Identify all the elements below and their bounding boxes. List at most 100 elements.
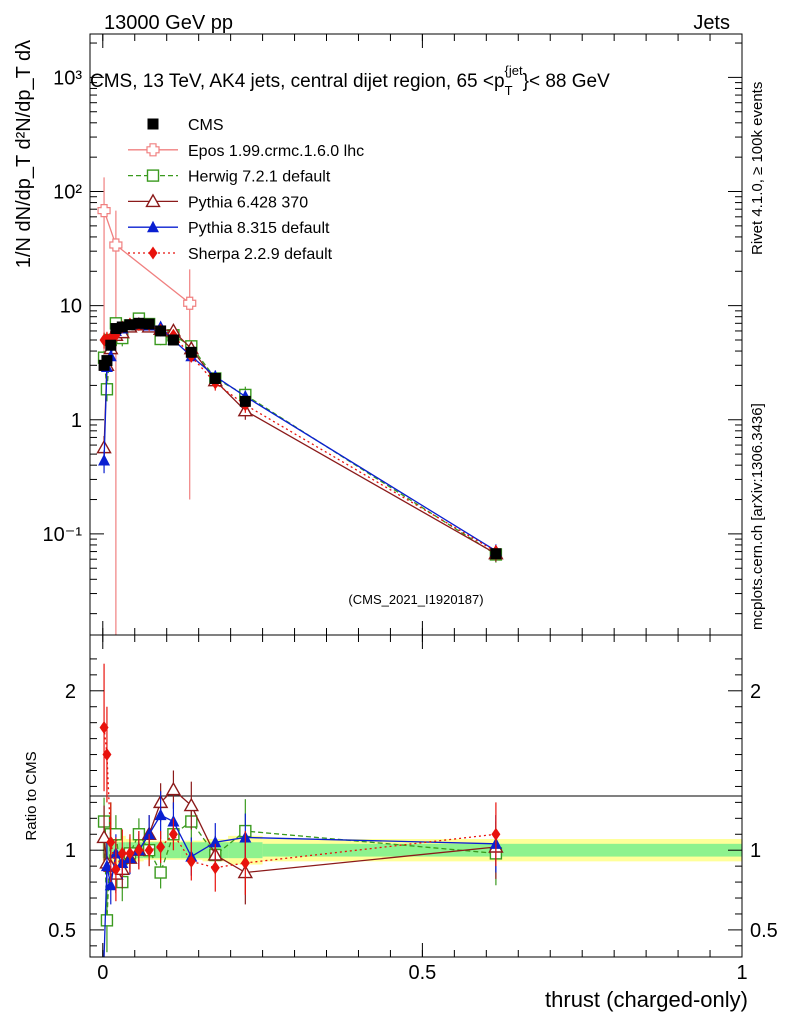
legend-label: Pythia 8.315 default [188, 220, 330, 237]
data-point [183, 296, 197, 310]
series-filled-diamond [99, 317, 501, 560]
ratio-series-open-triangle [96, 770, 504, 905]
ratio-point [165, 781, 182, 796]
category-label: Jets [693, 12, 730, 34]
y-tick-label: 10⁻¹ [43, 524, 83, 546]
series-open-square [97, 312, 503, 563]
cms-point [105, 339, 117, 351]
rivet-label: Rivet 4.1.0, ≥ 100k events [749, 82, 766, 255]
x-tick-label: 1 [736, 962, 747, 984]
series-open-triangle [96, 316, 504, 562]
cms-point [110, 323, 122, 335]
legend-entry: Sherpa 2.2.9 default [128, 246, 333, 263]
legend-label: Epos 1.99.crmc.1.6.0 lhc [188, 143, 364, 160]
y-tick-label: 10 [60, 296, 82, 318]
main-reference [98, 317, 502, 560]
legend-entry: CMS [147, 117, 224, 134]
legend-label: Herwig 7.2.1 default [188, 169, 331, 186]
ratio-point [106, 835, 116, 849]
cms-point [143, 318, 155, 330]
x-tick-label: 0 [97, 962, 108, 984]
legend-label: Pythia 6.428 370 [188, 194, 308, 211]
series-cross [97, 177, 197, 635]
legend-entry: Pythia 6.428 370 [128, 193, 308, 211]
main-panel: 10⁻¹ 1 10 10² 10³ [43, 33, 743, 636]
legend-marker [147, 118, 159, 130]
ratio-point [186, 854, 196, 868]
ratio-point [154, 808, 167, 821]
ratio-point [209, 835, 222, 848]
chart-title: CMS, 13 TeV, AK4 jets, central dijet reg… [90, 63, 610, 98]
title-sub: T [505, 83, 513, 98]
ratio-panel: 0 0.5 10.5 0.51 12 2 [48, 634, 778, 984]
y-tick-label: 1 [71, 410, 82, 432]
legend-marker [146, 169, 160, 182]
cms-point [116, 321, 128, 333]
ratio-line [103, 727, 496, 872]
cms-point [167, 334, 179, 346]
ratio-point [102, 748, 112, 762]
x-axis-label: thrust (charged-only) [545, 987, 748, 1012]
main-ticks: 10⁻¹ 1 10 10² 10³ [43, 34, 743, 635]
ratio-y-tick-label-right: 2 [750, 681, 761, 703]
ratio-band-inner [262, 843, 742, 857]
ratio-point [144, 843, 154, 857]
legend-marker [147, 220, 159, 233]
ratio-point [99, 720, 109, 734]
cms-point [101, 355, 113, 367]
title-end: }< 88 GeV [523, 71, 610, 92]
ratio-y-axis-label: Ratio to CMS [23, 751, 40, 840]
ratio-point [100, 859, 113, 872]
y-tick-label: 10³ [53, 67, 82, 89]
cms-point [490, 548, 502, 560]
ratio-frame [89, 634, 743, 958]
legend-entry: Herwig 7.2.1 default [128, 169, 331, 186]
energy-label: 13000 GeV pp [104, 12, 233, 34]
y-tick-label: 10² [53, 182, 82, 204]
main-y-axis-label: 1/N dN/dp_T d²N/dp_T dλ [13, 40, 35, 268]
ratio-point [134, 843, 144, 857]
ratio-point [96, 829, 112, 844]
ratio-point [156, 840, 166, 854]
cms-point [239, 395, 251, 407]
ratio-ticks: 0 0.5 10.5 0.51 12 2 [48, 635, 778, 984]
ratio-point [104, 878, 117, 891]
ratio-band [102, 835, 742, 865]
ratio-point [111, 862, 121, 876]
cms-point [209, 372, 221, 384]
ratio-point [210, 861, 220, 875]
ratio-y-tick-label-right: 0.5 [750, 920, 778, 942]
ratio-point [240, 856, 250, 870]
legend-label: CMS [188, 117, 224, 134]
ratio-y-tick-label: 2 [65, 681, 76, 703]
data-point [109, 238, 123, 252]
data-point [98, 453, 111, 466]
ratio-point [143, 827, 156, 840]
cms-point [124, 319, 136, 331]
title-sup: {jet [505, 63, 523, 78]
cms-point [155, 325, 167, 337]
ratio-point [491, 827, 501, 841]
mcplots-label: mcplots.cern.ch [arXiv:1306.3436] [749, 403, 766, 630]
ratio-series-filled-diamond [99, 663, 501, 902]
ratio-y-tick-label: 1 [65, 840, 76, 862]
x-tick-label: 0.5 [408, 962, 436, 984]
legend-marker [148, 246, 158, 260]
legend-marker [146, 143, 160, 157]
ratio-point [154, 866, 167, 879]
cms-point [185, 346, 197, 358]
ratio-point [117, 846, 127, 860]
ratio-point [100, 914, 114, 927]
legend-marker [145, 193, 161, 208]
legend-entry: Pythia 8.315 default [128, 220, 330, 237]
legend: CMS Epos 1.99.crmc.1.6.0 lhc Herwig 7.2.1 … [128, 117, 364, 263]
data-point [97, 204, 111, 218]
ratio-series-open-square [97, 797, 503, 953]
ratio-point [183, 797, 200, 812]
title-main: CMS, 13 TeV, AK4 jets, central dijet reg… [90, 71, 505, 92]
ratio-y-tick-label: 0.5 [48, 920, 76, 942]
ratio-series [96, 663, 504, 958]
analysis-watermark: (CMS_2021_I1920187) [348, 592, 483, 607]
ratio-point [125, 846, 135, 860]
